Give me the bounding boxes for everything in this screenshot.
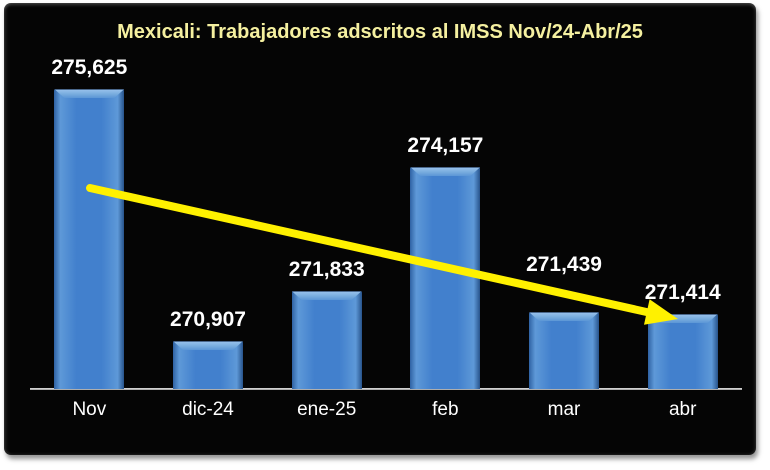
chart-panel: Mexicali: Trabajadores adscritos al IMSS… [4, 3, 756, 455]
bar-group: 271,833 [267, 17, 386, 389]
category-label: abr [668, 399, 697, 420]
bar-value-label: 271,833 [288, 258, 365, 281]
bar-group: 275,625 [30, 17, 149, 389]
x-axis-line [30, 388, 742, 390]
bar [647, 314, 718, 389]
category-label: feb [432, 399, 459, 420]
bar [410, 167, 481, 389]
bar-value-label: 271,439 [526, 253, 602, 276]
category-label: ene-25 [297, 399, 357, 420]
category-label: mar [547, 399, 581, 420]
bar-group: 271,414 [623, 17, 742, 389]
bar [54, 89, 125, 389]
x-axis-labels: Nov dic-24 ene-25 feb mar abr [30, 399, 742, 421]
category-label: dic-24 [182, 399, 234, 420]
bar [291, 291, 362, 389]
bar-value-label: 275,625 [51, 56, 128, 79]
bar-value-label: 271,414 [644, 281, 721, 304]
category-label: Nov [72, 399, 107, 420]
bar-group: 270,907 [149, 17, 268, 389]
bar-group: 274,157 [386, 17, 505, 389]
bar-value-label: 270,907 [170, 308, 246, 331]
chart-title: Mexicali: Trabajadores adscritos al IMSS… [117, 21, 643, 43]
bar [529, 312, 600, 389]
bar [173, 341, 243, 389]
bars-container: 275,625 270,907 271,833 274,157 271,439 271,4… [30, 17, 742, 389]
bar-value-label: 274,157 [407, 134, 484, 157]
bar-group: 271,439 [505, 17, 624, 389]
